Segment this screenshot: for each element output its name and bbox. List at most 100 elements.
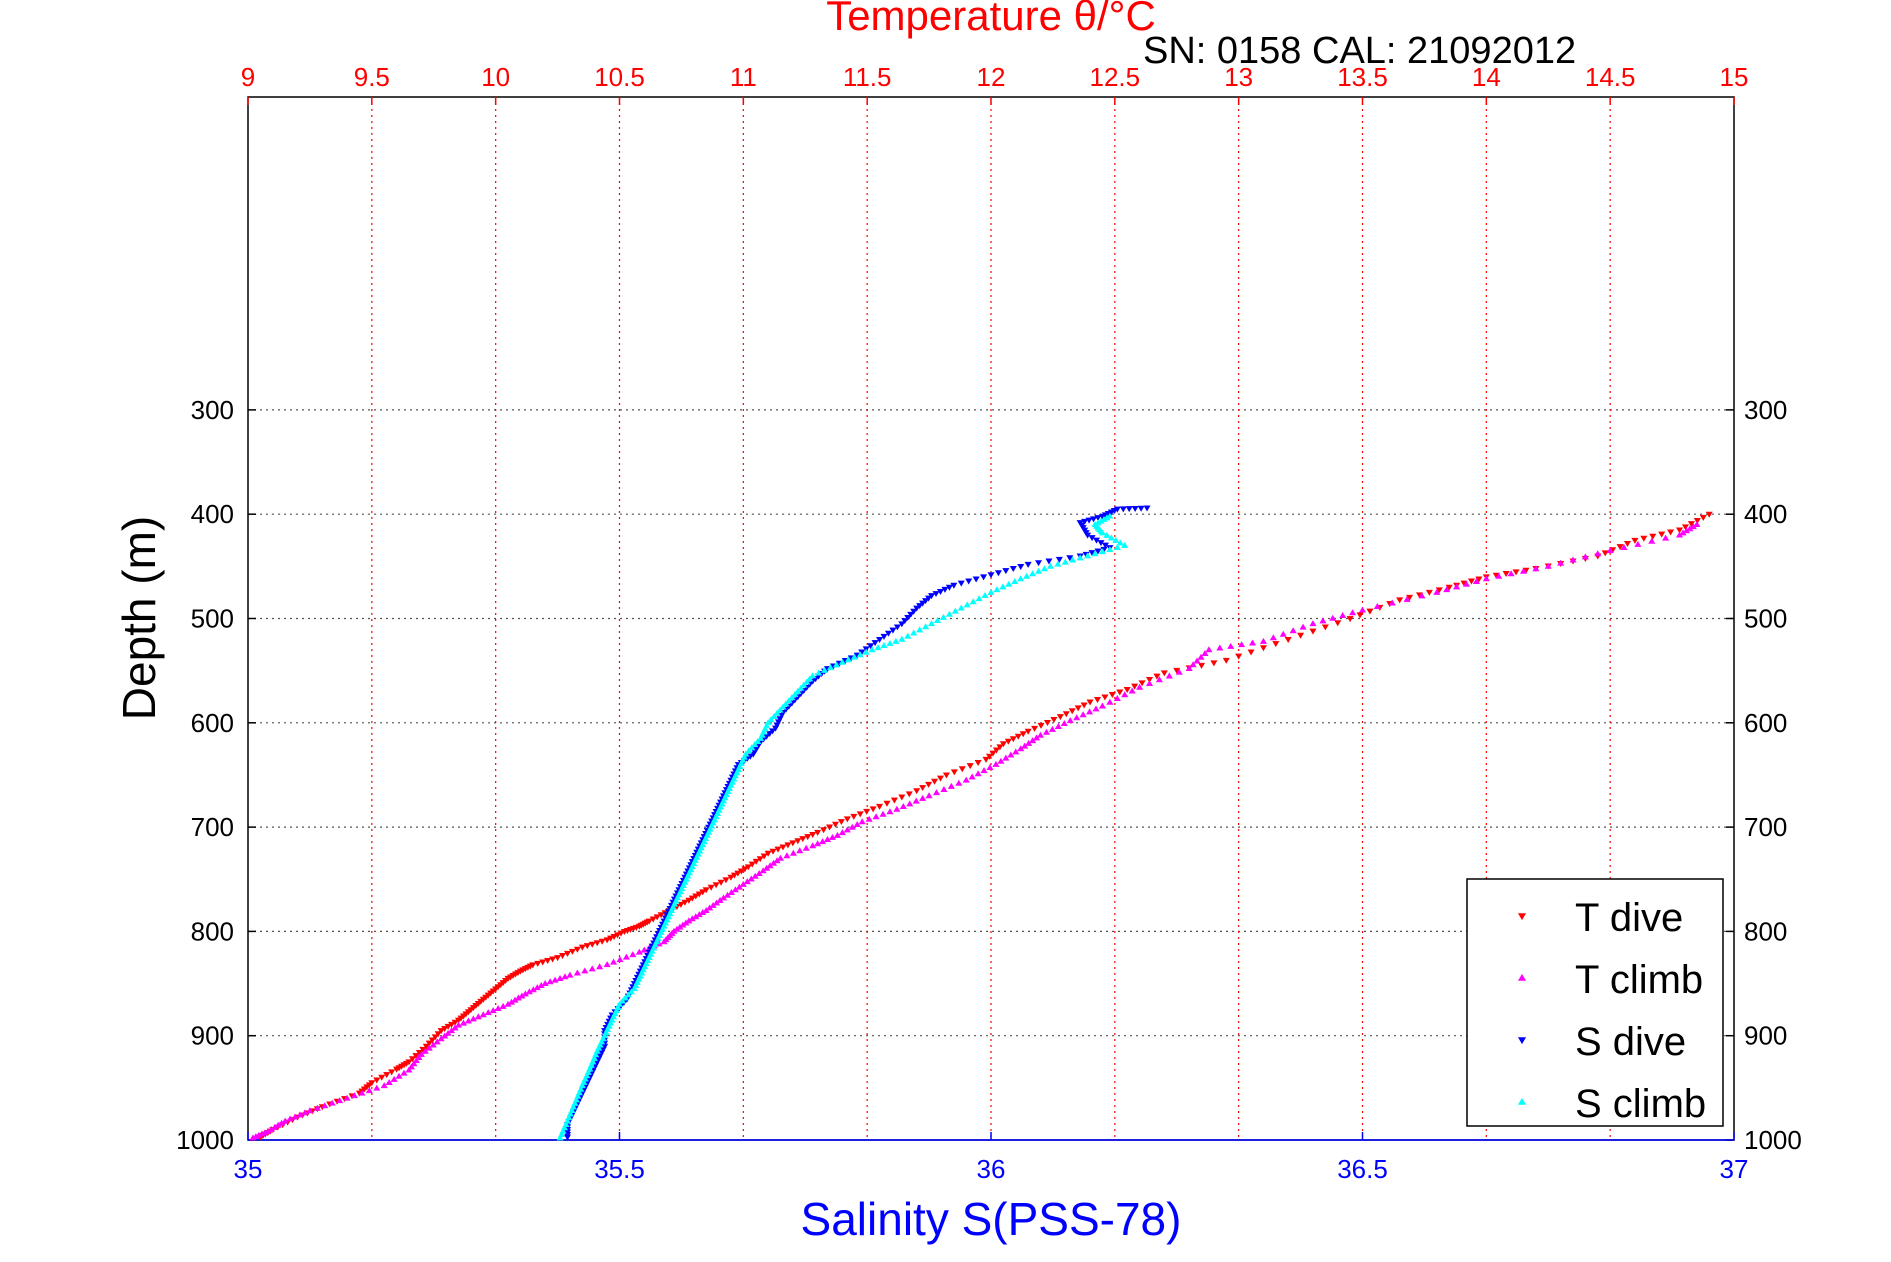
data-point: [727, 874, 735, 881]
data-point: [702, 834, 710, 841]
data-point: [587, 1061, 595, 1068]
data-point: [843, 826, 851, 833]
data-point: [724, 788, 732, 795]
data-point: [789, 849, 797, 856]
data-point: [913, 788, 921, 795]
x-bottom-tick-label: 36: [977, 1154, 1006, 1184]
data-point: [632, 982, 640, 989]
data-point: [412, 1053, 420, 1060]
data-point: [639, 966, 647, 973]
data-point: [856, 651, 864, 658]
data-point: [764, 719, 772, 726]
grid-lines: [248, 97, 1734, 1140]
data-point: [874, 644, 882, 651]
data-point: [479, 1011, 487, 1018]
data-point: [757, 734, 765, 741]
data-point: [1462, 580, 1471, 587]
data-point: [1193, 657, 1201, 664]
data-point: [819, 838, 827, 845]
data-point: [989, 750, 997, 757]
legend-item: S dive: [1517, 1020, 1686, 1064]
data-point: [1017, 563, 1025, 570]
data-point: [621, 994, 629, 1001]
data-point: [853, 821, 861, 827]
data-point: [575, 1089, 583, 1096]
data-point: [1106, 698, 1114, 705]
data-point: [648, 947, 656, 954]
data-point: [281, 1117, 289, 1124]
data-point: [809, 842, 817, 849]
data-point: [722, 791, 731, 798]
data-point: [685, 869, 693, 876]
data-point: [1002, 568, 1010, 575]
data-point: [598, 938, 606, 945]
y-axis-label: Depth (m): [113, 516, 165, 720]
data-point: [905, 791, 913, 798]
data-point: [665, 913, 673, 920]
data-point: [893, 624, 901, 631]
data-point: [1080, 702, 1088, 709]
data-point: [992, 760, 1000, 767]
y-tick-label-left: 900: [191, 1021, 234, 1051]
data-point: [636, 972, 644, 979]
data-point: [1061, 558, 1069, 565]
data-point: [741, 866, 749, 873]
data-point: [1216, 644, 1224, 651]
data-point: [613, 1007, 621, 1014]
data-point: [1009, 736, 1017, 743]
data-point: [742, 750, 750, 757]
data-point: [941, 586, 949, 593]
data-point: [794, 687, 802, 694]
data-point: [993, 586, 1001, 593]
data-point: [684, 872, 692, 879]
data-point: [644, 957, 652, 964]
data-point: [1086, 699, 1094, 706]
data-point: [906, 800, 914, 807]
data-point: [1054, 722, 1062, 729]
data-point: [782, 700, 790, 707]
data-point: [933, 616, 942, 623]
data-point: [1004, 738, 1012, 745]
data-point: [1185, 664, 1193, 671]
data-point: [529, 962, 537, 969]
data-point: [1569, 556, 1577, 563]
data-point: [556, 974, 564, 981]
data-point: [694, 850, 702, 857]
data-point: [769, 728, 777, 735]
data-point: [417, 1050, 425, 1057]
data-point: [378, 1074, 386, 1081]
data-point: [1155, 676, 1163, 683]
data-point: [1210, 660, 1218, 667]
data-point: [734, 870, 742, 877]
data-point: [712, 813, 720, 820]
data-point: [821, 666, 829, 673]
data-point: [667, 906, 676, 913]
data-point: [992, 747, 1000, 754]
data-point: [705, 828, 713, 835]
data-point: [573, 946, 581, 953]
data-point: [848, 823, 856, 830]
data-point: [602, 1028, 610, 1035]
data-point: [1136, 683, 1144, 690]
data-point: [635, 975, 643, 982]
data-point: [313, 1104, 321, 1111]
data-point: [763, 722, 771, 729]
data-point: [395, 1072, 403, 1079]
data-point: [328, 1099, 336, 1106]
data-point: [1705, 511, 1713, 518]
legend-marker: [1517, 1037, 1527, 1045]
data-point: [734, 766, 742, 773]
x-top-tick-label: 14.5: [1585, 62, 1636, 92]
data-point: [968, 773, 976, 780]
data-point: [728, 778, 736, 785]
data-point: [1106, 546, 1114, 553]
data-point: [779, 844, 787, 851]
data-point: [441, 1025, 449, 1032]
data-point: [568, 948, 576, 955]
y-tick-label-right: 300: [1744, 395, 1787, 425]
data-point: [1073, 714, 1081, 721]
data-point: [1024, 728, 1032, 735]
y-tick-label-right: 700: [1744, 812, 1787, 842]
data-point: [809, 832, 817, 838]
data-point: [1005, 580, 1013, 587]
